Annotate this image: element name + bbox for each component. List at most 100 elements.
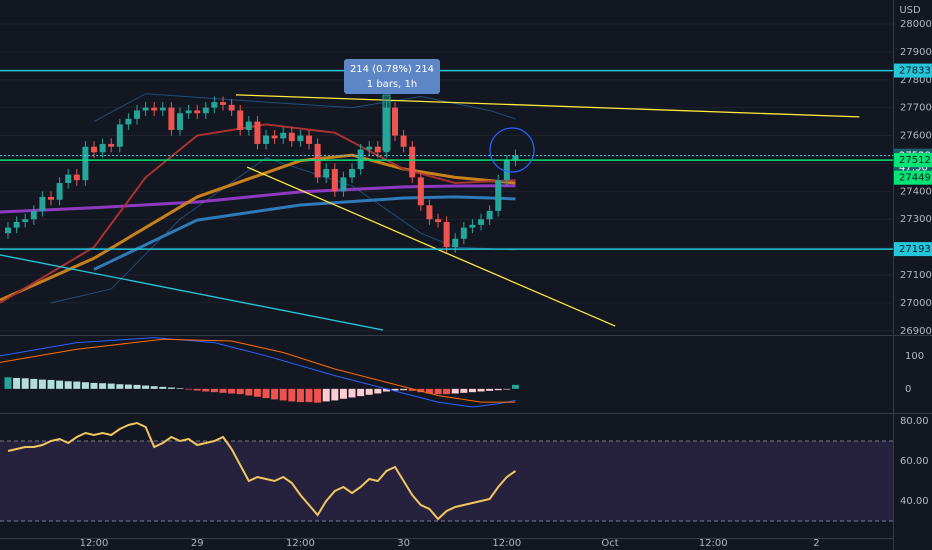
candle-body	[82, 146, 89, 181]
histogram-bar	[486, 388, 494, 391]
y-tick-label: 27900	[900, 47, 932, 58]
y-tick-label: 27000	[900, 298, 932, 309]
histogram-bar	[253, 388, 261, 397]
histogram-bar	[30, 378, 38, 389]
histogram-bar	[443, 388, 451, 395]
candle-body	[228, 104, 235, 111]
rsi-line	[7, 421, 517, 521]
indicator-line	[0, 153, 516, 302]
histogram-bar	[38, 379, 46, 389]
candle-body	[271, 135, 278, 139]
candle-body	[134, 110, 141, 119]
candle-body	[331, 169, 338, 192]
candle-body	[99, 143, 106, 153]
candle-body	[486, 210, 493, 220]
candle-body	[340, 177, 347, 192]
candle-body	[73, 174, 80, 181]
currency-label: USD	[899, 5, 921, 16]
histogram-bar	[451, 388, 459, 394]
histogram-bar	[133, 384, 141, 389]
histogram-bar	[142, 385, 150, 389]
histogram-bar	[4, 377, 12, 389]
y-tick-label: 27600	[900, 131, 932, 142]
candle-body	[349, 169, 356, 178]
histogram-bar	[296, 388, 304, 403]
measure-range	[382, 94, 391, 151]
histogram-bar	[305, 388, 313, 403]
y-tick-label: 27800	[900, 75, 932, 86]
candle-body	[177, 113, 184, 130]
candle-body	[426, 205, 433, 220]
countdown-label: 47:50	[899, 163, 928, 174]
indicator-line	[0, 184, 516, 214]
histogram-bar	[90, 382, 98, 389]
candle-body	[460, 227, 467, 239]
x-tick-label: 29	[191, 538, 204, 549]
histogram-bar	[107, 383, 115, 389]
candle-body	[194, 110, 201, 114]
candle-body	[13, 222, 20, 228]
histogram-bar	[339, 388, 347, 399]
y-tick-label: 60.00	[900, 456, 929, 467]
candle-body	[125, 118, 132, 125]
candle-body	[159, 107, 166, 111]
histogram-bar	[425, 388, 433, 394]
candle-body	[357, 149, 364, 170]
histogram-bar	[64, 381, 72, 389]
candle-body	[56, 182, 63, 200]
histogram-bar	[47, 379, 55, 389]
candle-body	[168, 107, 175, 130]
y-tick-label: 100	[905, 351, 924, 362]
candle-body	[452, 238, 459, 248]
histogram-bar	[176, 388, 184, 389]
histogram-bar	[219, 388, 227, 393]
y-tick-label: 80.00	[900, 416, 929, 427]
histogram-bar	[116, 384, 124, 389]
histogram-bar	[21, 378, 29, 389]
candle-body	[245, 121, 252, 130]
candle-body	[297, 135, 304, 142]
histogram-bar	[434, 388, 442, 395]
candle-body	[469, 224, 476, 228]
histogram-bar	[262, 388, 270, 399]
histogram-bar	[99, 383, 107, 389]
histogram-bar	[460, 388, 468, 393]
candle-body	[151, 107, 158, 111]
histogram-bar	[477, 388, 485, 392]
candle-body	[400, 135, 407, 147]
candle-body	[323, 169, 330, 178]
rsi-band	[0, 441, 893, 521]
histogram-bar	[228, 388, 236, 394]
histogram-bar	[13, 377, 21, 389]
histogram-bar	[193, 388, 201, 391]
indicator-line	[0, 254, 384, 331]
candle-body	[503, 160, 510, 181]
price-label: 27833	[899, 66, 931, 77]
histogram-bar	[468, 388, 476, 393]
candle-body	[409, 146, 416, 178]
candle-body	[374, 146, 381, 153]
histogram-bar	[322, 388, 330, 402]
histogram-bar	[503, 388, 511, 390]
histogram-bar	[417, 388, 425, 393]
candle-body	[417, 177, 424, 206]
histogram-bar	[279, 388, 287, 401]
histogram-bar	[288, 388, 296, 402]
histogram-bar	[511, 384, 519, 389]
price-label-box	[894, 170, 932, 185]
measure-subtext: 1 bars, 1h	[367, 79, 417, 90]
histogram-bar	[365, 388, 373, 395]
candle-body	[280, 132, 287, 139]
candle-body	[495, 180, 502, 211]
candle-body	[202, 107, 209, 114]
candle-body	[478, 219, 485, 225]
histogram-bar	[56, 380, 64, 389]
histogram-bar	[331, 388, 339, 401]
indicator-line	[93, 195, 516, 271]
y-tick-label: 0	[905, 384, 911, 395]
x-tick-label: 12:00	[492, 538, 521, 549]
histogram-bar	[236, 388, 244, 395]
indicator-line	[0, 337, 516, 408]
candle-body	[39, 196, 46, 211]
circle-drawing	[489, 127, 535, 173]
